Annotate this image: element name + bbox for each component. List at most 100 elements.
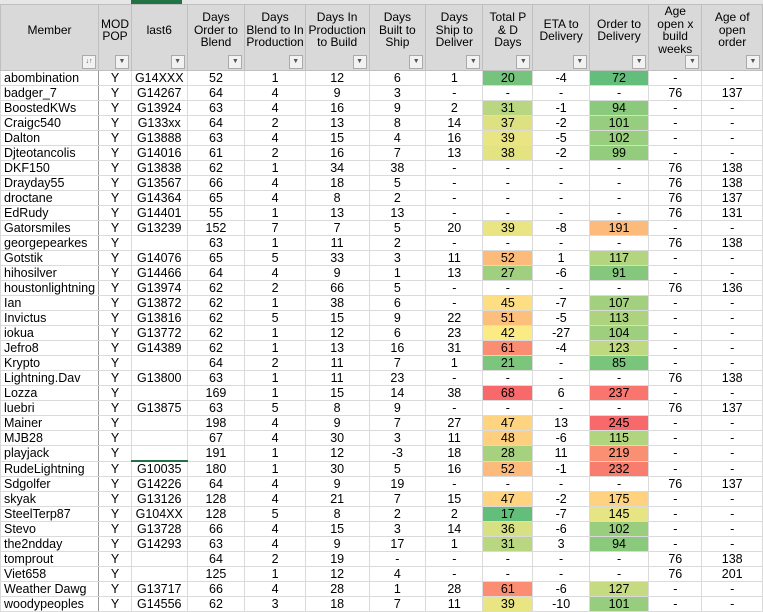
cell-age-open-order[interactable]: 138	[701, 370, 763, 386]
cell-age-open-order[interactable]: -	[701, 506, 763, 522]
cell-days-built-to-ship[interactable]: 7	[368, 415, 427, 431]
cell-eta-to-delivery[interactable]: -	[532, 566, 590, 582]
cell-age-open-build-weeks[interactable]: 76	[648, 205, 703, 221]
cell-days-blend-to-production[interactable]: 1	[244, 566, 306, 582]
cell-age-open-build-weeks[interactable]: -	[648, 415, 703, 431]
cell-last6[interactable]: G13800	[130, 370, 188, 386]
cell-total-pd-days[interactable]: 39	[482, 596, 534, 612]
cell-order-to-delivery[interactable]: 113	[588, 310, 650, 326]
cell-days-production-to-build[interactable]: 18	[304, 175, 370, 191]
cell-days-order-to-blend[interactable]: 62	[186, 596, 246, 612]
cell-days-built-to-ship[interactable]: 13	[368, 205, 427, 221]
cell-order-to-delivery[interactable]: 107	[588, 295, 650, 311]
cell-days-order-to-blend[interactable]: 64	[186, 85, 246, 101]
cell-eta-to-delivery[interactable]: -2	[532, 115, 590, 131]
cell-days-order-to-blend[interactable]: 62	[186, 310, 246, 326]
cell-order-to-delivery[interactable]: 101	[588, 115, 650, 131]
filter-dropdown-icon[interactable]: ▼	[114, 55, 129, 69]
cell-days-ship-to-deliver[interactable]: 2	[425, 100, 484, 116]
cell-days-order-to-blend[interactable]: 191	[186, 445, 246, 462]
cell-days-order-to-blend[interactable]: 180	[186, 460, 246, 477]
filter-dropdown-icon[interactable]: ▼	[288, 55, 303, 69]
cell-days-blend-to-production[interactable]: 1	[244, 340, 306, 356]
cell-mod-pop[interactable]: Y	[98, 400, 132, 416]
cell-days-built-to-ship[interactable]: 23	[368, 370, 427, 386]
cell-mod-pop[interactable]: Y	[98, 385, 132, 401]
cell-last6[interactable]: G14076	[130, 250, 188, 266]
cell-days-production-to-build[interactable]: 13	[304, 340, 370, 356]
cell-order-to-delivery[interactable]: 102	[588, 521, 650, 537]
cell-age-open-order[interactable]: 136	[701, 280, 763, 296]
cell-total-pd-days[interactable]: 52	[482, 250, 534, 266]
cell-last6[interactable]: G14XXX	[130, 70, 188, 86]
cell-days-production-to-build[interactable]: 15	[304, 521, 370, 537]
cell-days-ship-to-deliver[interactable]: 27	[425, 415, 484, 431]
cell-age-open-order[interactable]: -	[701, 250, 763, 266]
cell-age-open-order[interactable]: 138	[701, 175, 763, 191]
cell-age-open-build-weeks[interactable]: 76	[648, 175, 703, 191]
cell-days-blend-to-production[interactable]: 4	[244, 581, 306, 597]
cell-eta-to-delivery[interactable]: -	[532, 551, 590, 567]
cell-order-to-delivery[interactable]: 117	[588, 250, 650, 266]
cell-mod-pop[interactable]: Y	[98, 355, 132, 371]
cell-days-order-to-blend[interactable]: 66	[186, 521, 246, 537]
cell-member[interactable]: houstonlightning	[0, 280, 100, 296]
cell-mod-pop[interactable]: Y	[98, 310, 132, 326]
cell-order-to-delivery[interactable]: 115	[588, 430, 650, 446]
cell-days-production-to-build[interactable]: 8	[304, 190, 370, 206]
cell-age-open-order[interactable]: -	[701, 385, 763, 401]
cell-member[interactable]: Invictus	[0, 310, 100, 326]
cell-last6[interactable]	[130, 566, 188, 582]
cell-mod-pop[interactable]: Y	[98, 340, 132, 356]
filter-dropdown-icon[interactable]: ▼	[516, 55, 531, 69]
cell-days-order-to-blend[interactable]: 64	[186, 355, 246, 371]
cell-age-open-build-weeks[interactable]: -	[648, 250, 703, 266]
cell-order-to-delivery[interactable]: -	[588, 566, 650, 582]
cell-last6[interactable]	[130, 551, 188, 567]
cell-total-pd-days[interactable]: 39	[482, 130, 534, 146]
cell-member[interactable]: abombination	[0, 70, 100, 86]
cell-mod-pop[interactable]: Y	[98, 476, 132, 492]
cell-days-ship-to-deliver[interactable]: -	[425, 85, 484, 101]
cell-mod-pop[interactable]: Y	[98, 100, 132, 116]
cell-order-to-delivery[interactable]: -	[588, 370, 650, 386]
cell-days-blend-to-production[interactable]: 5	[244, 506, 306, 522]
cell-days-blend-to-production[interactable]: 2	[244, 145, 306, 161]
cell-days-production-to-build[interactable]: 33	[304, 250, 370, 266]
cell-order-to-delivery[interactable]: -	[588, 476, 650, 492]
cell-days-production-to-build[interactable]: 38	[304, 295, 370, 311]
cell-last6[interactable]	[130, 385, 188, 401]
cell-total-pd-days[interactable]: 21	[482, 355, 534, 371]
cell-total-pd-days[interactable]: -	[482, 160, 534, 176]
cell-member[interactable]: luebri	[0, 400, 100, 416]
cell-order-to-delivery[interactable]: 191	[588, 220, 650, 236]
cell-days-ship-to-deliver[interactable]: 22	[425, 310, 484, 326]
cell-days-ship-to-deliver[interactable]: 18	[425, 445, 484, 462]
cell-total-pd-days[interactable]: -	[482, 280, 534, 296]
cell-age-open-build-weeks[interactable]: 76	[648, 190, 703, 206]
cell-eta-to-delivery[interactable]: 6	[532, 385, 590, 401]
cell-days-blend-to-production[interactable]: 1	[244, 295, 306, 311]
cell-mod-pop[interactable]: Y	[98, 491, 132, 507]
cell-age-open-order[interactable]: 137	[701, 476, 763, 492]
cell-days-order-to-blend[interactable]: 64	[186, 265, 246, 281]
cell-days-built-to-ship[interactable]: 3	[368, 250, 427, 266]
cell-days-order-to-blend[interactable]: 63	[186, 536, 246, 552]
cell-total-pd-days[interactable]: 36	[482, 521, 534, 537]
cell-total-pd-days[interactable]: 39	[482, 220, 534, 236]
cell-total-pd-days[interactable]: 52	[482, 460, 534, 477]
cell-age-open-build-weeks[interactable]: -	[648, 115, 703, 131]
cell-total-pd-days[interactable]: 47	[482, 491, 534, 507]
cell-last6[interactable]: G13888	[130, 130, 188, 146]
cell-days-production-to-build[interactable]: 16	[304, 145, 370, 161]
cell-days-blend-to-production[interactable]: 1	[244, 160, 306, 176]
cell-days-production-to-build[interactable]: 11	[304, 235, 370, 251]
cell-days-blend-to-production[interactable]: 2	[244, 551, 306, 567]
cell-age-open-build-weeks[interactable]: 76	[648, 400, 703, 416]
cell-age-open-build-weeks[interactable]: 76	[648, 566, 703, 582]
cell-days-blend-to-production[interactable]: 4	[244, 190, 306, 206]
cell-days-blend-to-production[interactable]: 5	[244, 310, 306, 326]
cell-eta-to-delivery[interactable]: -7	[532, 295, 590, 311]
cell-age-open-order[interactable]: -	[701, 460, 763, 477]
cell-age-open-order[interactable]: -	[701, 430, 763, 446]
